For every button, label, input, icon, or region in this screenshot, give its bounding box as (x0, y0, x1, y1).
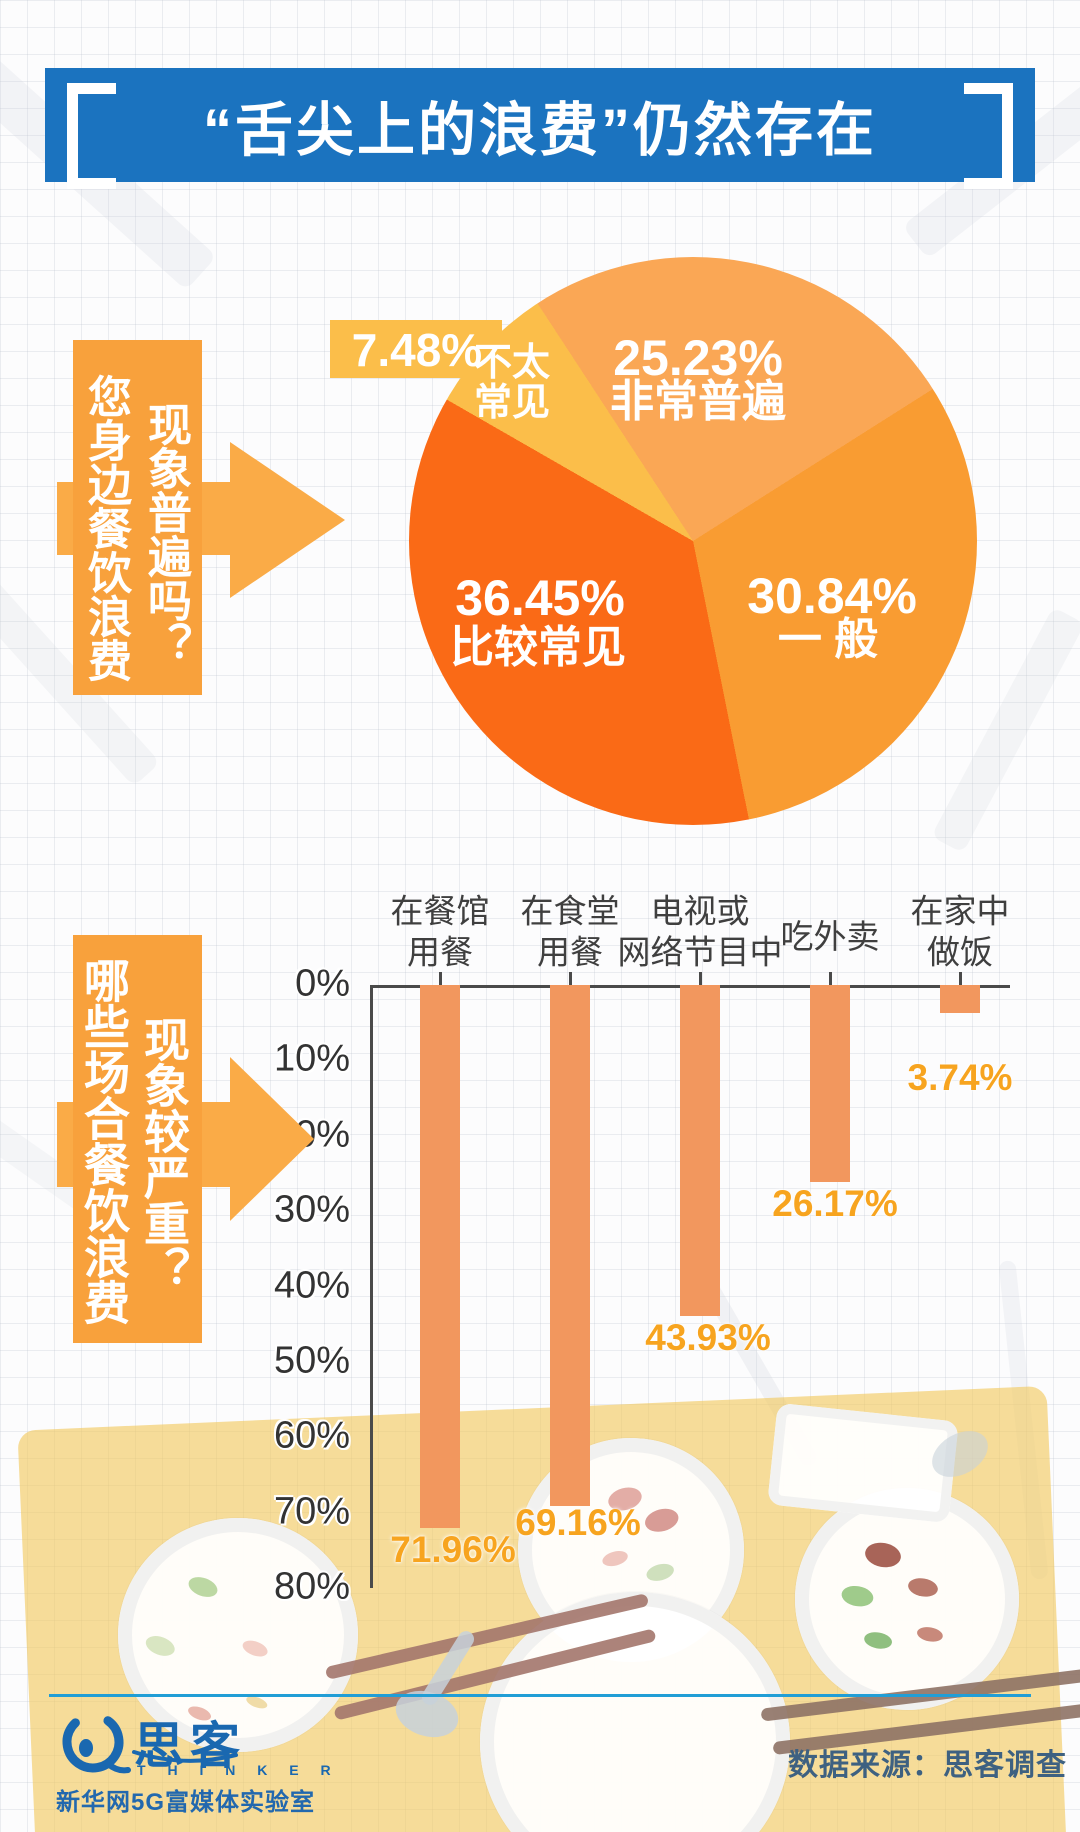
question1-text-col2: 现象普遍吗？ (141, 402, 190, 666)
y-axis-label: 60% (273, 1415, 350, 1458)
value-label: 3.74% (907, 1057, 1013, 1098)
y-axis-label: 0% (295, 962, 350, 1005)
pie-name-非常普遍: 非常普遍 (610, 376, 786, 426)
bar-在食堂用餐 (550, 985, 590, 1506)
category-label: 在食堂 用餐 (520, 892, 620, 971)
y-axis-line (370, 985, 373, 1588)
bar-电视或网络节目中 (680, 985, 720, 1316)
question1-text-col1: 您身边餐饮浪费 (81, 374, 130, 682)
plate-illustration (795, 1488, 1019, 1710)
logo-text: 思客 (134, 1718, 246, 1774)
pie-chart (409, 257, 977, 825)
axis-tick (829, 972, 832, 985)
data-source-text: 数据来源：思客调查 (788, 1749, 1067, 1782)
question1-label-box (73, 340, 202, 695)
question2-text-col1: 哪些场合餐饮浪费 (78, 957, 130, 1325)
pie-pct-30.84: 30.84% (747, 567, 917, 624)
thinker-logo-icon (62, 1711, 131, 1774)
page-title: “舌尖上的浪费”仍然存在 (202, 98, 877, 163)
y-axis-label: 40% (273, 1264, 350, 1307)
bar-在家中做饭 (940, 985, 980, 1013)
question2-label-box (73, 935, 202, 1343)
footer-divider (49, 1694, 1031, 1697)
pie-name-比较常见: 比较常见 (450, 622, 626, 672)
axis-tick (439, 972, 442, 985)
left-bracket-icon (67, 83, 116, 189)
question1-arrow-head (230, 442, 345, 598)
y-axis-label: 50% (273, 1339, 350, 1382)
category-label: 吃外卖 (780, 917, 880, 955)
bar-在餐馆用餐 (420, 985, 460, 1528)
value-label: 69.16% (515, 1502, 641, 1543)
right-bracket-icon (964, 83, 1013, 189)
pie-pct-7.48: 7.48% (351, 323, 483, 376)
category-label: 在家中 做饭 (910, 892, 1010, 971)
question2-arrow-head (230, 1057, 314, 1221)
value-label: 43.93% (645, 1317, 771, 1358)
y-axis-label: 70% (273, 1490, 350, 1533)
bar-吃外卖 (810, 985, 850, 1182)
category-label: 电视或 网络节目中 (617, 892, 783, 971)
pie-name-不太常见: 不太 常见 (473, 342, 551, 424)
value-label: 26.17% (772, 1183, 898, 1224)
logo-subtext: T H I N K E R (137, 1762, 340, 1778)
plate-illustration (118, 1518, 358, 1752)
logo-organization: 新华网5G富媒体实验室 (56, 1789, 316, 1816)
axis-tick (699, 972, 702, 985)
value-label: 71.96% (390, 1529, 516, 1570)
category-label: 在餐馆 用餐 (390, 892, 490, 971)
title-banner: “舌尖上的浪费”仍然存在 (45, 68, 1035, 189)
pie-pct-36.45: 36.45% (455, 569, 625, 626)
question2-text-col2: 现象较严重？ (138, 1016, 190, 1292)
logo-swoosh-icon (132, 1750, 238, 1763)
axis-tick (569, 972, 572, 985)
axis-tick (959, 972, 962, 985)
pie-pct-25.23: 25.23% (613, 329, 783, 386)
pie-name-一般: 一 般 (777, 614, 879, 664)
y-axis-label: 80% (273, 1565, 350, 1608)
